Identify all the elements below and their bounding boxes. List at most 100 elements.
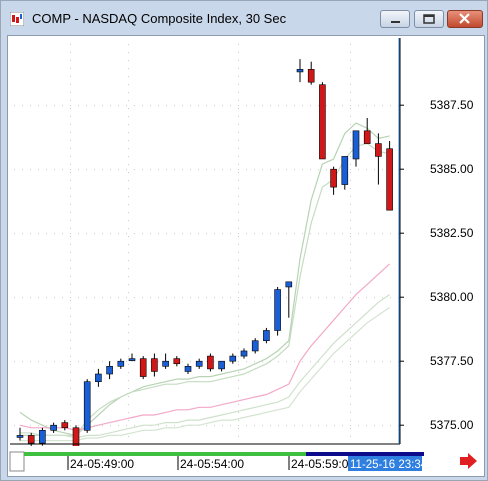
- grid-dot: [350, 324, 351, 325]
- grid-dot: [128, 156, 129, 157]
- grid-dot: [214, 425, 215, 427]
- right-arrow-icon[interactable]: [460, 453, 477, 469]
- time-tick-label: 24-05:49:00: [70, 457, 134, 471]
- grid-dot: [128, 236, 129, 237]
- grid-dot: [238, 292, 239, 293]
- grid-dot: [238, 348, 239, 349]
- grid-dot: [158, 361, 159, 363]
- grid-dot: [166, 105, 167, 107]
- grid-dot: [334, 233, 335, 235]
- grid-dot: [94, 105, 95, 107]
- grid-dot: [238, 148, 239, 149]
- grid-dot: [286, 425, 287, 427]
- grid-dot: [382, 297, 383, 299]
- grid-dot: [14, 169, 15, 171]
- grid-dot: [128, 420, 129, 421]
- grid-dot: [350, 316, 351, 317]
- grid-dot: [318, 361, 319, 363]
- grid-dot: [70, 68, 71, 69]
- grid-dot: [128, 348, 129, 349]
- price-tick-label: 5387.50: [430, 98, 474, 112]
- grid-dot: [350, 308, 351, 309]
- grid-dot: [38, 297, 39, 299]
- grid-dot: [128, 252, 129, 253]
- grid-dot: [318, 233, 319, 235]
- price-tick-label: 5380.00: [430, 290, 474, 304]
- grid-dot: [128, 140, 129, 141]
- grid-dot: [350, 364, 351, 365]
- grid-dot: [118, 233, 119, 235]
- grid-dot: [302, 425, 303, 427]
- grid-dot: [126, 425, 127, 427]
- grid-dot: [94, 169, 95, 171]
- grid-dot: [110, 169, 111, 171]
- close-button[interactable]: [447, 10, 483, 28]
- grid-dot: [22, 105, 23, 107]
- grid-dot: [238, 108, 239, 109]
- timeline-bar: [24, 452, 306, 456]
- candle-body: [263, 330, 270, 342]
- grid-dot: [190, 297, 191, 299]
- grid-dot: [350, 425, 351, 427]
- grid-dot: [70, 76, 71, 77]
- grid-dot: [198, 233, 199, 235]
- grid-dot: [390, 105, 391, 107]
- grid-dot: [238, 68, 239, 69]
- grid-dot: [246, 233, 247, 235]
- grid-dot: [182, 233, 183, 235]
- grid-dot: [238, 428, 239, 429]
- grid-dot: [230, 297, 231, 299]
- next-arrow-button[interactable]: [460, 453, 477, 469]
- grid-dot: [128, 228, 129, 229]
- grid-dot: [14, 425, 15, 427]
- grid-dot: [70, 268, 71, 269]
- grid-dot: [238, 425, 239, 427]
- grid-dot: [294, 425, 295, 427]
- grid-dot: [110, 361, 111, 363]
- time-tick-label: 24-05:54:00: [180, 457, 244, 471]
- scroll-handle[interactable]: [9, 451, 25, 472]
- grid-dot: [318, 297, 319, 299]
- grid-dot: [350, 236, 351, 237]
- grid-dot: [46, 361, 47, 363]
- minimize-button[interactable]: [380, 10, 410, 28]
- chart-area[interactable]: 5387.50 5385.00 5382.50 5380.00 5377.50 5375.…: [7, 35, 485, 477]
- grid-dot: [70, 276, 71, 277]
- grid-dot: [134, 169, 135, 171]
- grid-dot: [350, 172, 351, 173]
- grid-dot: [70, 233, 71, 235]
- grid-dot: [278, 169, 279, 171]
- grid-dot: [70, 324, 71, 325]
- grid-dot: [238, 252, 239, 253]
- grid-dot: [94, 233, 95, 235]
- grid-dot: [182, 425, 183, 427]
- grid-dot: [246, 425, 247, 427]
- grid-dot: [158, 233, 159, 235]
- grid-dot: [238, 60, 239, 61]
- grid-dot: [70, 228, 71, 229]
- grid-dot: [302, 361, 303, 363]
- grid-dot: [358, 105, 359, 107]
- grid-dot: [230, 361, 231, 363]
- grid-dot: [198, 169, 199, 171]
- grid-dot: [182, 361, 183, 363]
- grid-dot: [70, 292, 71, 293]
- title-bar[interactable]: COMP - NASDAQ Composite Index, 30 Sec: [1, 1, 487, 35]
- candlestick-chart[interactable]: 5387.50 5385.00 5382.50 5380.00 5377.50 5375.…: [8, 36, 484, 476]
- candle-body: [251, 340, 259, 352]
- grid-dot: [70, 252, 71, 253]
- grid-dot: [334, 361, 335, 363]
- grid-dot: [86, 105, 87, 107]
- grid-dot: [294, 169, 295, 171]
- grid-dot: [230, 105, 231, 107]
- grid-dot: [30, 105, 31, 107]
- grid-dot: [238, 116, 239, 117]
- grid-dot: [286, 233, 287, 235]
- candle-body: [83, 381, 91, 431]
- restore-button[interactable]: [414, 10, 444, 28]
- grid-dot: [286, 361, 287, 363]
- grid-dot: [270, 233, 271, 235]
- grid-dot: [278, 425, 279, 427]
- candle-body: [195, 360, 203, 367]
- grid-dot: [110, 233, 111, 235]
